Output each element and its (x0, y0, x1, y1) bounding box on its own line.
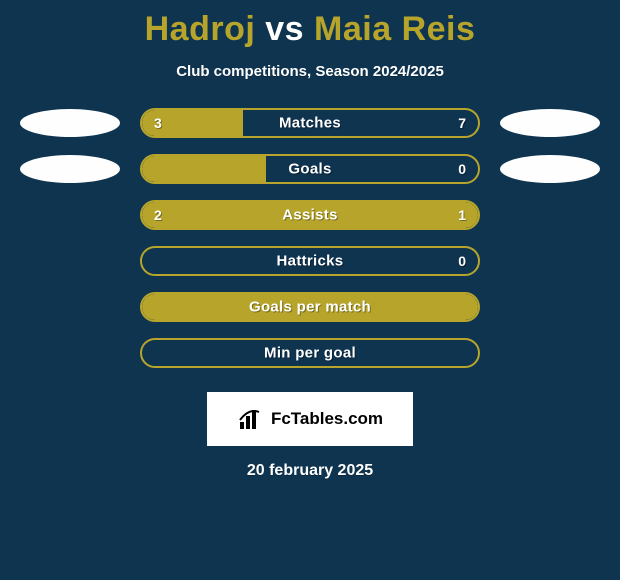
stat-bar: Min per goal (140, 338, 480, 368)
comparison-chart: Matches 3 7 Goals 0 Assists 2 1 Hattricks 0 Goals … (0, 108, 620, 384)
stat-bar-label: Matches (279, 115, 341, 132)
stat-value-left: 2 (154, 207, 162, 223)
logo-text: FcTables.com (271, 409, 383, 429)
stat-value-right: 0 (458, 253, 466, 269)
stat-bar-label: Assists (282, 207, 337, 224)
player1-badge (20, 155, 120, 183)
stat-bar-label: Hattricks (277, 253, 344, 270)
stat-row: Goals per match (0, 292, 620, 322)
stat-value-right: 0 (458, 161, 466, 177)
stat-bar-label: Min per goal (264, 345, 356, 362)
stat-bar-fill (142, 156, 266, 182)
title-player-2: Maia Reis (314, 10, 475, 48)
stat-value-right: 7 (458, 115, 466, 131)
stat-row: Hattricks 0 (0, 246, 620, 276)
stat-value-right: 1 (458, 207, 466, 223)
title-vs: vs (265, 10, 304, 48)
player1-badge (20, 109, 120, 137)
stat-row: Goals 0 (0, 154, 620, 184)
stat-row: Assists 2 1 (0, 200, 620, 230)
stat-bar: Hattricks 0 (140, 246, 480, 276)
stat-bar: Goals per match (140, 292, 480, 322)
stat-bar-label: Goals per match (249, 299, 371, 316)
stat-row: Matches 3 7 (0, 108, 620, 138)
stat-value-left: 3 (154, 115, 162, 131)
fctables-logo-icon (237, 406, 263, 432)
subtitle: Club competitions, Season 2024/2025 (176, 63, 444, 80)
stat-bar: Assists 2 1 (140, 200, 480, 230)
title-player-1: Hadroj (145, 10, 256, 48)
footer-date: 20 february 2025 (247, 462, 373, 480)
stat-row: Min per goal (0, 338, 620, 368)
stat-bar-label: Goals (288, 161, 331, 178)
logo-box: FcTables.com (207, 392, 413, 446)
page: Hadroj vs Maia Reis Club competitions, S… (0, 0, 620, 580)
stat-bar: Goals 0 (140, 154, 480, 184)
stat-bar: Matches 3 7 (140, 108, 480, 138)
player2-badge (500, 155, 600, 183)
page-title: Hadroj vs Maia Reis (145, 10, 476, 49)
player2-badge (500, 109, 600, 137)
